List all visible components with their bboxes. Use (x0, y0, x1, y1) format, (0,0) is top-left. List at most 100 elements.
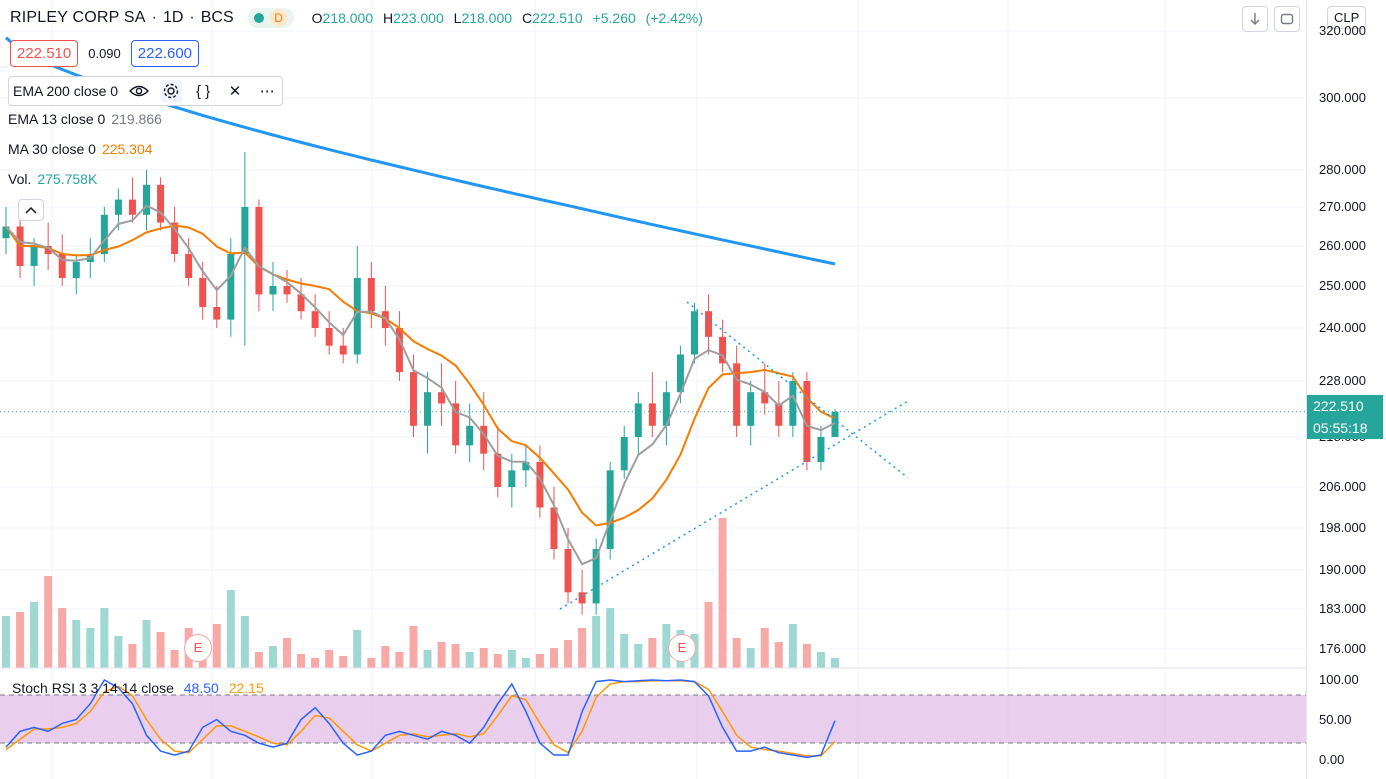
volume-bar (423, 650, 432, 668)
price-chart[interactable] (0, 0, 1306, 779)
volume-bar (718, 518, 727, 668)
legend-stoch-rsi[interactable]: Stoch RSI 3 3 14 14 close 48.50 22.15 (12, 680, 264, 696)
volume-bar (479, 648, 488, 668)
volume-bar (620, 634, 629, 668)
price-tick-label: 300.000 (1319, 90, 1366, 105)
candle-body (44, 246, 52, 254)
candle-body (311, 311, 319, 328)
price-tick-label: 250.000 (1319, 278, 1366, 293)
interval-label[interactable]: 1D (162, 9, 184, 26)
price-tick-label: 206.000 (1319, 479, 1366, 494)
volume-bar (142, 620, 151, 668)
candle-body (283, 286, 291, 295)
change-value: +5.260 (592, 10, 636, 26)
low-value: 218.000 (461, 10, 513, 26)
volume-bar (535, 654, 544, 668)
volume-bar (381, 646, 390, 668)
maximize-icon[interactable] (1274, 6, 1300, 32)
candle-body (564, 549, 572, 593)
candle-body (255, 207, 263, 295)
legend-volume[interactable]: Vol. 275.758K (8, 171, 97, 187)
volume-bar (114, 636, 123, 668)
candle-body (606, 470, 614, 549)
source-code-icon[interactable]: { } (195, 82, 211, 100)
trendline-lower (559, 400, 909, 610)
collapse-legend-button[interactable] (18, 199, 44, 221)
ma30-value: 225.304 (101, 141, 153, 157)
candle-body (452, 403, 460, 446)
volume-bar (816, 652, 825, 668)
price-tick-label: 270.000 (1319, 199, 1366, 214)
candle-body (775, 403, 783, 426)
open-value: 218.000 (322, 10, 374, 26)
candle-body (157, 184, 165, 223)
ema13-line (5, 204, 836, 566)
candle-body (100, 214, 108, 254)
candle-body (171, 222, 179, 254)
buy-price-button[interactable]: 222.600 (130, 40, 200, 67)
volume-bar (86, 628, 95, 668)
volume-bar (156, 632, 165, 668)
candle-body (789, 381, 797, 426)
candle-body (297, 294, 305, 312)
candle-body (761, 392, 769, 404)
candle-body (620, 437, 628, 471)
volume-bar (437, 642, 446, 668)
ema13-label: EMA 13 close 0 (8, 111, 106, 127)
candle-body (466, 425, 474, 446)
volume-bar (704, 602, 713, 668)
low-label: L (453, 10, 462, 26)
volume-bar (72, 620, 81, 668)
arrow-down-icon[interactable] (1242, 6, 1268, 32)
volume-bar (16, 612, 25, 668)
candle-body (2, 226, 10, 239)
candle-body (241, 207, 249, 254)
price-tick-label: 260.000 (1319, 238, 1366, 253)
volume-value: 275.758K (37, 171, 98, 187)
close-value: 222.510 (532, 10, 583, 26)
market-status-pill[interactable]: D (247, 8, 294, 28)
price-axis[interactable]: 320.000 300.000 280.000 270.000 260.000 250.0… (1306, 0, 1386, 779)
chart-canvas[interactable] (0, 0, 1306, 779)
volume-bar (367, 658, 376, 668)
price-tick-label: 228.000 (1319, 373, 1366, 388)
candle-body (536, 462, 544, 508)
legend-ema200[interactable]: EMA 200 close 0 { } ✕ ⋯ (8, 76, 284, 106)
candle-body (213, 307, 221, 320)
legend-ema13[interactable]: EMA 13 close 0 219.866 (8, 111, 162, 127)
volume-bar (788, 624, 797, 668)
candle-body (508, 470, 516, 487)
sell-price-button[interactable]: 222.510 (10, 40, 79, 67)
candle-body (662, 392, 670, 426)
volume-bar (170, 650, 179, 668)
volume-bar (648, 638, 657, 668)
ma30-label: MA 30 close 0 (8, 141, 96, 157)
volume-bar (549, 648, 558, 668)
exchange-label: BCS (200, 9, 234, 26)
gear-icon[interactable] (160, 80, 183, 102)
symbol-name[interactable]: RIPLEY CORP SA (10, 9, 146, 26)
candle-body (72, 262, 80, 278)
currency-button[interactable]: CLP (1327, 6, 1367, 29)
candle-body (550, 507, 558, 549)
volume-bar (325, 650, 334, 668)
ma30-line (5, 224, 836, 527)
stoch-rsi-label: Stoch RSI 3 3 14 14 close (12, 680, 174, 696)
more-options-icon[interactable]: ⋯ (259, 83, 275, 100)
earnings-marker[interactable]: E (184, 634, 212, 662)
legend-ma30[interactable]: MA 30 close 0 225.304 (8, 141, 153, 157)
volume-bar (662, 624, 671, 668)
candle-body (367, 278, 375, 312)
volume-bar (634, 644, 643, 668)
volume-bar (774, 642, 783, 668)
price-tick-label: 198.000 (1319, 520, 1366, 535)
close-label: C (521, 10, 533, 26)
eye-icon[interactable] (128, 80, 150, 102)
close-icon[interactable]: ✕ (228, 83, 242, 100)
volume-bar (212, 624, 221, 668)
candle-body (803, 381, 811, 462)
volume-bar (2, 616, 10, 668)
candle-body (325, 328, 333, 346)
earnings-marker[interactable]: E (668, 634, 696, 662)
candle-body (199, 278, 207, 307)
